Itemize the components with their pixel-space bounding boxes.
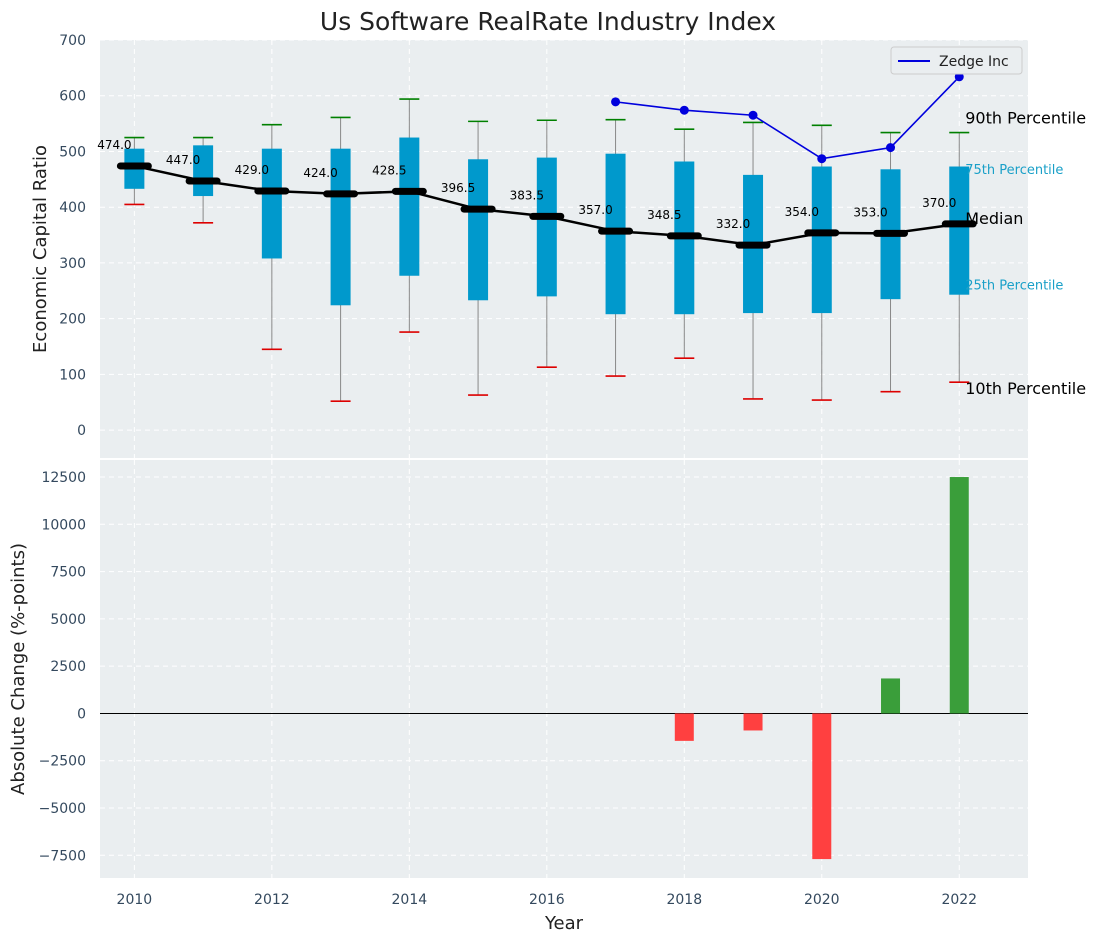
iqr-box xyxy=(949,166,970,295)
bottom-x-ticks: 2010 2012 2014 2016 2018 2020 2022 xyxy=(117,892,978,908)
bottom-grid xyxy=(100,460,1028,878)
change-bar xyxy=(743,713,763,731)
zedge-point xyxy=(679,105,689,115)
change-bar xyxy=(881,678,901,714)
top-y-tick-label: 700 xyxy=(59,33,86,49)
iqr-box xyxy=(330,148,351,306)
percentile-annotation: Median xyxy=(965,209,1023,228)
zedge-point xyxy=(748,110,758,120)
top-y-axis-label: Economic Capital Ratio xyxy=(30,145,51,353)
top-y-tick-label: 0 xyxy=(77,423,86,439)
bottom-y-tick-label: 7500 xyxy=(50,565,86,581)
top-plot-area xyxy=(100,40,1028,458)
bottom-y-tick-label: −7500 xyxy=(39,848,86,864)
percentile-annotation: 75th Percentile xyxy=(965,163,1063,178)
median-value-label: 354.0 xyxy=(785,205,819,219)
bottom-plot-area xyxy=(100,460,1028,878)
median-value-label: 429.0 xyxy=(235,163,269,177)
median-value-label: 424.0 xyxy=(303,166,337,180)
bottom-y-tick-label: 5000 xyxy=(50,612,86,628)
bottom-y-axis-label: Absolute Change (%-points) xyxy=(8,543,29,795)
legend-label: Zedge Inc xyxy=(939,54,1009,70)
zedge-point xyxy=(886,143,896,153)
legend-box xyxy=(890,46,1023,75)
top-y-tick-label: 600 xyxy=(59,89,86,105)
zedge-point xyxy=(611,97,621,107)
bottom-y-tick-label: 2500 xyxy=(50,659,86,675)
bottom-x-tick-label: 2020 xyxy=(804,892,840,908)
iqr-box xyxy=(399,137,420,276)
top-y-ticks: 0 100 200 300 400 500 600 700 xyxy=(59,33,86,439)
bottom-x-tick-label: 2012 xyxy=(254,892,290,908)
iqr-box xyxy=(536,157,557,297)
zedge-series xyxy=(611,72,964,164)
median-labels: 474.0 447.0 429.0 424.0 428.5 396.5 383.5 357.0… xyxy=(97,138,956,231)
top-y-tick-label: 100 xyxy=(59,367,86,383)
bottom-x-tick-label: 2016 xyxy=(529,892,565,908)
median-value-label: 370.0 xyxy=(922,196,956,210)
median-value-label: 396.5 xyxy=(441,181,475,195)
zedge-point xyxy=(817,154,827,164)
bottom-x-tick-label: 2014 xyxy=(392,892,428,908)
median-value-label: 332.0 xyxy=(716,217,750,231)
bottom-y-tick-label: −5000 xyxy=(39,801,86,817)
top-y-tick-label: 200 xyxy=(59,312,86,328)
percentile-annotation: 25th Percentile xyxy=(965,279,1063,294)
change-bar xyxy=(812,713,832,860)
bottom-y-tick-label: 12500 xyxy=(41,470,86,486)
bottom-y-tick-label: 10000 xyxy=(41,517,86,533)
percentile-annotation: 90th Percentile xyxy=(965,109,1086,128)
median-value-label: 428.5 xyxy=(372,163,406,177)
bottom-y-tick-label: −2500 xyxy=(39,754,86,770)
top-y-tick-label: 300 xyxy=(59,256,86,272)
bottom-x-tick-label: 2022 xyxy=(941,892,977,908)
zedge-line xyxy=(615,76,960,160)
median-value-label: 474.0 xyxy=(97,138,131,152)
median-value-label: 357.0 xyxy=(578,203,612,217)
annotations: 90th Percentile 75th Percentile Median 25th… xyxy=(965,109,1086,398)
legend: Zedge Inc xyxy=(890,46,1023,75)
bottom-x-tick-label: 2010 xyxy=(117,892,153,908)
median-value-label: 353.0 xyxy=(853,205,887,219)
bottom-x-tick-label: 2018 xyxy=(666,892,702,908)
bars xyxy=(674,477,969,860)
zedge-point xyxy=(954,72,964,82)
top-y-tick-label: 400 xyxy=(59,200,86,216)
median-line-group xyxy=(116,162,977,249)
change-bar xyxy=(949,477,969,714)
x-axis-label: Year xyxy=(544,913,584,934)
top-y-tick-label: 500 xyxy=(59,144,86,160)
percentile-annotation: 10th Percentile xyxy=(965,379,1086,398)
change-bar xyxy=(674,713,694,741)
iqr-box xyxy=(811,166,832,314)
iqr-box xyxy=(261,148,282,259)
bottom-y-ticks: −7500 −5000 −2500 0 2500 5000 7500 10000 12500 xyxy=(39,470,86,864)
bottom-y-tick-label: 0 xyxy=(77,706,86,722)
median-value-label: 348.5 xyxy=(647,208,681,222)
chart-title: Us Software RealRate Industry Index xyxy=(320,7,776,36)
median-value-label: 383.5 xyxy=(510,188,544,202)
median-value-label: 447.0 xyxy=(166,153,200,167)
iqr-box xyxy=(468,159,489,301)
